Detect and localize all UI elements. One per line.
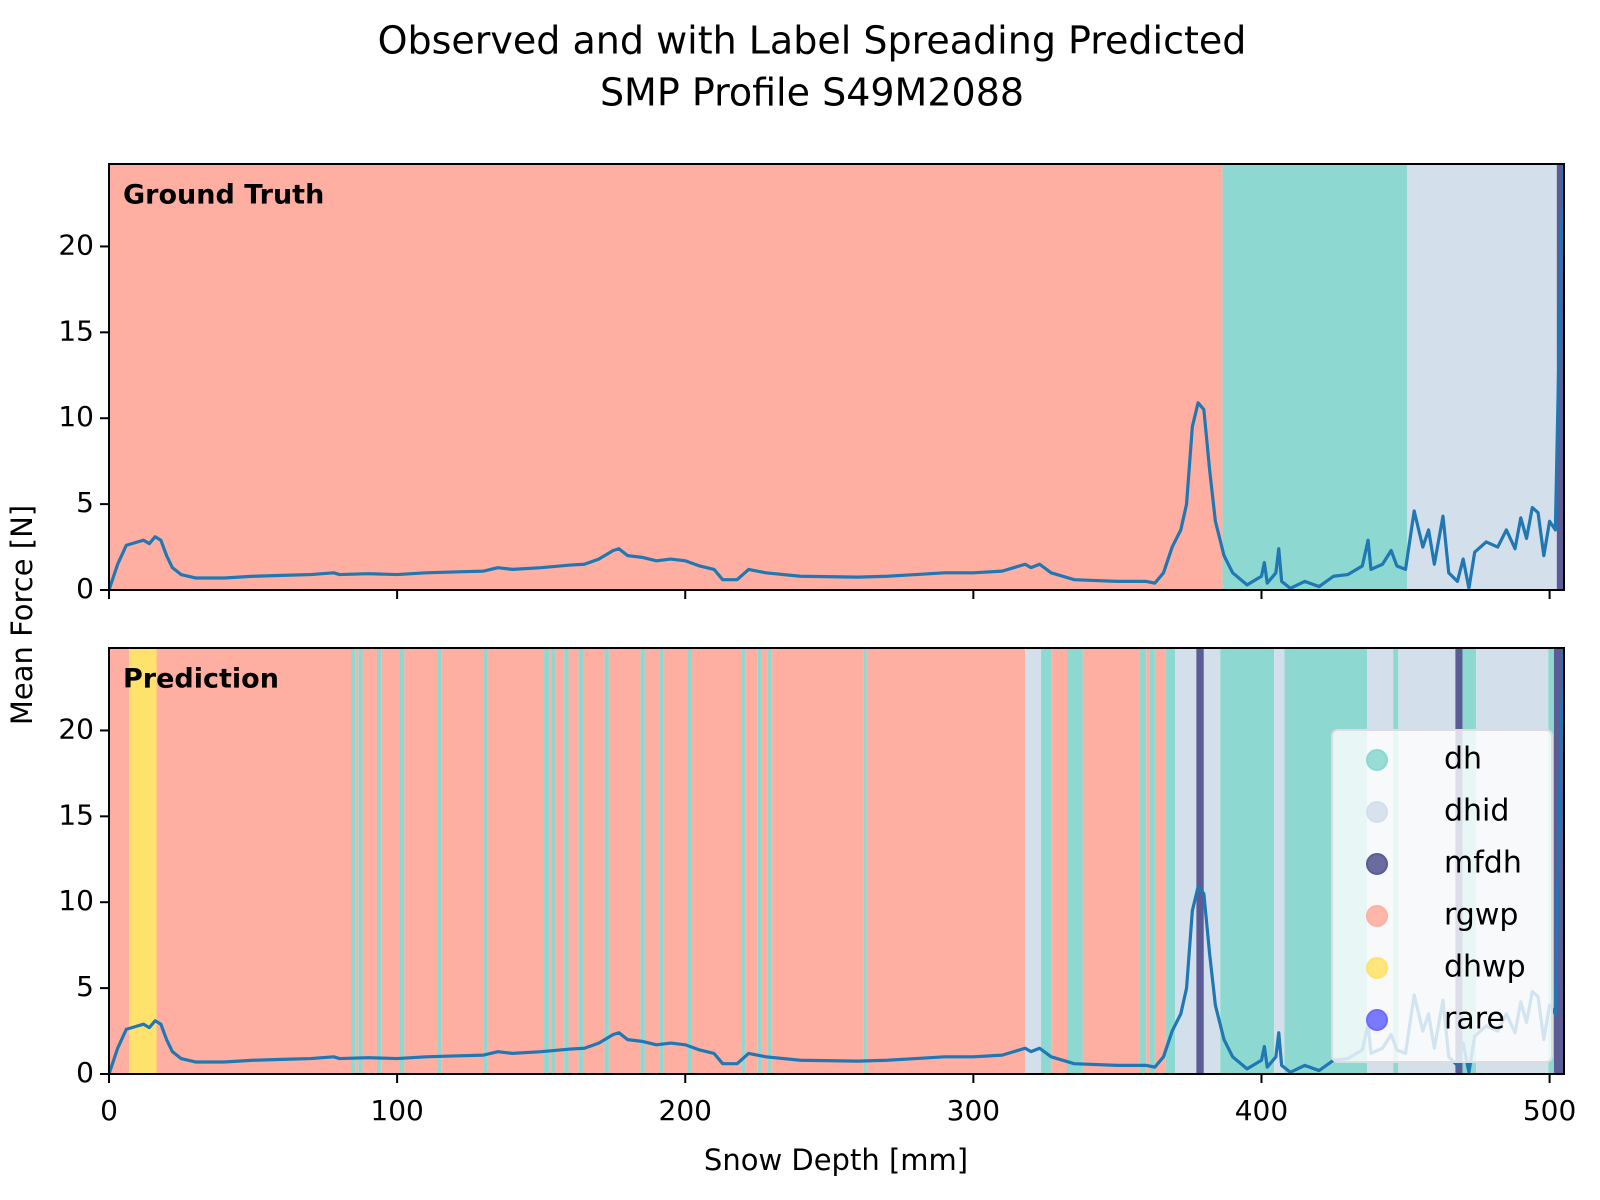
class-span — [358, 648, 363, 1074]
class-span — [644, 648, 660, 1074]
y-tick-label: 0 — [76, 572, 94, 605]
class-span — [1154, 648, 1166, 1074]
class-span — [1175, 648, 1197, 1074]
class-span — [741, 648, 746, 1074]
class-span — [109, 648, 130, 1074]
legend-marker — [1366, 905, 1388, 927]
class-span — [351, 648, 356, 1074]
class-span — [663, 648, 688, 1074]
class-span — [1051, 648, 1067, 1074]
x-tick-label: 500 — [1523, 1094, 1576, 1127]
legend-label: dh — [1444, 742, 1482, 777]
class-span — [551, 648, 556, 1074]
y-tick-label: 5 — [76, 486, 94, 519]
legend-marker — [1366, 853, 1388, 875]
legend-marker — [1366, 749, 1388, 771]
y-tick-label: 0 — [76, 1056, 94, 1089]
plot-area — [109, 164, 1564, 590]
class-span — [156, 648, 352, 1074]
class-span — [441, 648, 484, 1074]
class-span — [1222, 164, 1407, 590]
class-span — [1220, 648, 1275, 1074]
x-axis-label: Snow Depth [mm] — [704, 1143, 968, 1177]
class-span — [1196, 648, 1204, 1074]
class-span — [355, 648, 359, 1074]
legend-label: rgwp — [1444, 898, 1518, 933]
class-span — [1025, 648, 1042, 1074]
force-line — [109, 164, 1564, 590]
class-span — [544, 648, 550, 1074]
class-span — [1139, 648, 1147, 1074]
y-axis-label: Mean Force [N] — [5, 505, 39, 725]
class-span — [745, 648, 758, 1074]
class-span — [1041, 648, 1052, 1074]
title-line: SMP Profile S49M2088 — [600, 71, 1024, 115]
class-span — [771, 648, 864, 1074]
class-span — [555, 648, 565, 1074]
panel-label: Prediction — [123, 664, 279, 695]
panel-label: Ground Truth — [123, 180, 324, 211]
class-span — [640, 648, 645, 1074]
class-span — [404, 648, 438, 1074]
class-span — [381, 648, 400, 1074]
class-span — [1274, 648, 1285, 1074]
legend-label: mfdh — [1444, 846, 1522, 881]
class-span — [604, 648, 609, 1074]
x-tick-label: 200 — [659, 1094, 712, 1127]
class-span — [687, 648, 691, 1074]
class-span — [549, 648, 552, 1074]
class-span — [866, 648, 1026, 1074]
class-span — [487, 648, 545, 1074]
x-tick-label: 0 — [100, 1094, 118, 1127]
x-tick-label: 300 — [947, 1094, 1000, 1127]
legend-marker — [1366, 1009, 1388, 1031]
class-span — [582, 648, 605, 1074]
legend-label: rare — [1444, 1002, 1505, 1037]
axes-frame — [108, 647, 1565, 1075]
legend-label: dhwp — [1444, 950, 1526, 985]
class-span — [400, 648, 405, 1074]
x-tick-label: 400 — [1235, 1094, 1288, 1127]
class-span — [767, 648, 772, 1074]
class-span — [578, 648, 583, 1074]
class-span — [757, 648, 762, 1074]
y-tick-label: 5 — [76, 970, 94, 1003]
class-span — [376, 648, 382, 1074]
plot-area — [109, 648, 1564, 1074]
legend-marker — [1366, 801, 1388, 823]
class-span — [568, 648, 579, 1074]
legend-marker — [1366, 957, 1388, 979]
y-tick-label: 15 — [58, 798, 94, 831]
class-span — [1082, 648, 1140, 1074]
class-span — [362, 648, 377, 1074]
axes-frame — [108, 163, 1565, 591]
class-span — [1066, 648, 1083, 1074]
title-line: Observed and with Label Spreading Predic… — [378, 19, 1247, 63]
class-span — [691, 648, 742, 1074]
class-span — [1406, 164, 1557, 590]
y-tick-label: 15 — [58, 314, 94, 347]
class-span — [608, 648, 641, 1074]
class-span — [1165, 648, 1176, 1074]
class-span — [129, 648, 157, 1074]
class-span — [109, 164, 1223, 590]
class-span — [437, 648, 442, 1074]
class-span — [1149, 648, 1155, 1074]
class-span — [761, 648, 768, 1074]
y-tick-label: 20 — [58, 228, 94, 261]
class-span — [1556, 164, 1564, 590]
legend-box — [1331, 729, 1553, 1063]
class-span — [1146, 648, 1150, 1074]
legend-label: dhid — [1444, 794, 1509, 829]
y-tick-label: 10 — [58, 884, 94, 917]
class-span — [483, 648, 488, 1074]
x-tick-label: 100 — [370, 1094, 423, 1127]
class-span — [564, 648, 569, 1074]
y-tick-label: 10 — [58, 400, 94, 433]
class-span — [659, 648, 664, 1074]
class-span — [863, 648, 867, 1074]
y-tick-label: 20 — [58, 712, 94, 745]
class-span — [1203, 648, 1221, 1074]
